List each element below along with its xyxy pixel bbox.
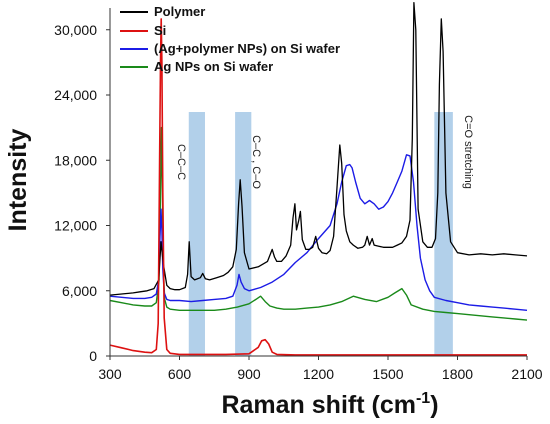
x-tick-label: 2100	[511, 366, 542, 382]
y-axis-title: Intensity	[4, 129, 32, 232]
band-0	[188, 112, 205, 356]
y-tick-label: 12,000	[54, 218, 97, 234]
band-label-1: C–C , C–O	[250, 135, 262, 189]
x-axis-title: Raman shift (cm-1)	[221, 390, 438, 419]
x-tick-label: 900	[237, 366, 261, 382]
highlight-bands	[188, 112, 453, 356]
x-axis-title-exponent: -1	[416, 390, 430, 407]
x-tick-label: 1200	[303, 366, 334, 382]
series-line-0	[109, 1, 528, 296]
y-tick-label: 6,000	[62, 283, 97, 299]
x-tick-label: 1500	[372, 366, 403, 382]
series-lines	[109, 1, 528, 356]
legend: Polymer Si (Ag+polymer NPs) on Si wafer Ag …	[120, 4, 340, 74]
x-axis-title-close: )	[430, 391, 438, 419]
legend-label-3: Ag NPs on Si wafer	[154, 59, 273, 74]
band-label-2: C=O stretching	[462, 115, 474, 189]
y-tick-label: 24,000	[54, 87, 97, 103]
series-line-3	[109, 126, 528, 321]
band-annotations: C–C–C C–C , C–O C=O stretching	[175, 115, 474, 189]
y-tick-labels: 0 6,000 12,000 18,000 24,000 30,000	[54, 22, 110, 364]
band-2	[434, 112, 453, 356]
y-tick-label: 30,000	[54, 22, 97, 38]
legend-label-2: (Ag+polymer NPs) on Si wafer	[154, 41, 340, 56]
y-tick-label: 0	[89, 348, 97, 364]
series-line-1	[109, 18, 527, 356]
legend-label-0: Polymer	[154, 4, 205, 19]
y-tick-label: 18,000	[54, 152, 97, 168]
x-tick-label: 600	[168, 366, 192, 382]
x-axis-title-main: Raman shift (cm	[221, 391, 415, 419]
legend-label-1: Si	[154, 23, 166, 38]
band-label-0: C–C–C	[175, 144, 187, 180]
x-tick-labels: 300 600 900 1200 1500 1800 2100	[98, 356, 543, 382]
x-tick-label: 300	[98, 366, 122, 382]
x-tick-label: 1800	[442, 366, 473, 382]
